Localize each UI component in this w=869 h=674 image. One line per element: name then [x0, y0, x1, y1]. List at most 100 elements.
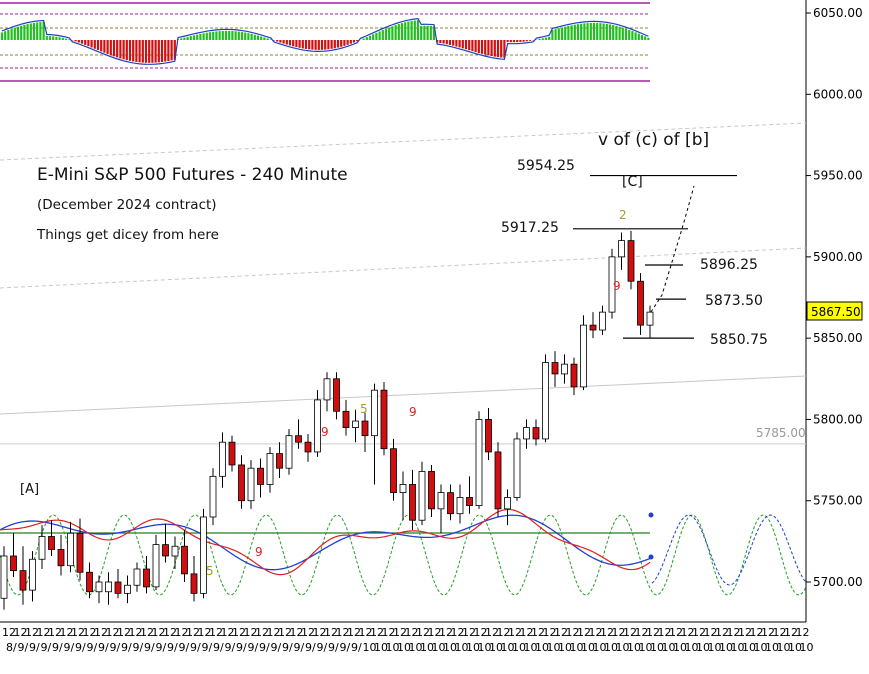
x-tick-label-top: 12	[117, 626, 131, 639]
candle-body	[86, 571, 93, 593]
count-label: 9	[613, 279, 621, 293]
x-tick-label-top: 12	[140, 626, 154, 639]
x-tick-label-top: 12	[428, 626, 442, 639]
chart-subtitle: (December 2024 contract)	[37, 197, 217, 213]
y-tick-label: 5700.00	[813, 575, 863, 589]
x-tick-label-top: 12	[313, 626, 327, 639]
candle-body	[76, 532, 84, 573]
x-tick-label-bottom: 9/	[41, 641, 52, 654]
candle-body	[466, 497, 473, 506]
x-tick-label-top: 12	[727, 626, 741, 639]
x-tick-label-bottom: 10	[409, 641, 423, 654]
x-tick-label-top: 12	[681, 626, 695, 639]
x-tick-label-bottom: 10	[478, 641, 492, 654]
candle-body	[646, 311, 654, 326]
x-tick-label-top: 12	[278, 626, 292, 639]
candle-body	[513, 438, 521, 498]
candle-body	[599, 311, 606, 331]
x-tick-label-bottom: 10	[650, 641, 664, 654]
x-tick-label-top: 12	[14, 626, 28, 639]
candle-body	[523, 427, 530, 440]
x-tick-label-bottom: 9/	[305, 641, 316, 654]
x-tick-label-top: 12	[497, 626, 511, 639]
price-tag: 5867.50	[811, 305, 861, 319]
level-label-5954: 5954.25	[517, 158, 575, 174]
x-tick-label-top: 12	[267, 626, 281, 639]
candle-body	[266, 453, 274, 485]
x-tick-label-top: 12	[750, 626, 764, 639]
candle-body	[67, 532, 74, 567]
price-tag-box	[806, 301, 863, 321]
x-tick-label-top: 12	[163, 626, 177, 639]
candle-body	[627, 240, 635, 282]
x-tick-label-bottom: 9/	[271, 641, 282, 654]
x-tick-label-bottom: 10	[524, 641, 538, 654]
candle-body	[390, 448, 397, 493]
x-tick-label-top: 12	[658, 626, 672, 639]
x-tick-label-bottom: 10	[489, 641, 503, 654]
candle-body	[124, 584, 131, 594]
price-level-lines	[573, 174, 737, 339]
upper-channel-line	[0, 122, 807, 161]
candle-body	[589, 324, 597, 331]
x-tick-label-top: 12	[646, 626, 660, 639]
x-tick-label-bottom: 9/	[317, 641, 328, 654]
wave-label-a: [A]	[20, 482, 39, 497]
candlesticks	[0, 185, 695, 610]
x-tick-label-bottom: 9/	[179, 641, 190, 654]
chart-note: Things get dicey from here	[36, 227, 219, 243]
projection-path	[650, 185, 695, 313]
count-label: 5	[206, 564, 214, 578]
candle-body	[295, 435, 302, 443]
x-tick-label-top: 12	[60, 626, 74, 639]
candle-body	[561, 363, 568, 375]
x-tick-label-top: 12	[715, 626, 729, 639]
candle-body	[399, 484, 407, 493]
osc-signal-line	[1, 17, 649, 65]
candle-body	[494, 451, 502, 510]
x-tick-label-bottom: 9/	[18, 641, 29, 654]
x-tick-label-bottom: 9/	[213, 641, 224, 654]
x-tick-label-bottom: 8/	[6, 641, 17, 654]
x-tick-label-bottom: 9/	[351, 641, 362, 654]
middle-channel-line	[0, 247, 807, 289]
x-tick-label-top: 12	[612, 626, 626, 639]
x-tick-label-top: 12	[451, 626, 465, 639]
candle-body	[228, 441, 236, 466]
candle-body	[38, 536, 46, 560]
x-tick-label-bottom: 10	[455, 641, 469, 654]
y-tick-label: 5950.00	[813, 169, 863, 183]
x-tick-label-bottom: 10	[420, 641, 434, 654]
x-tick-label-bottom: 10	[696, 641, 710, 654]
x-tick-label-bottom: 9/	[190, 641, 201, 654]
x-tick-label-top: 12	[301, 626, 315, 639]
x-tick-label-bottom: 10	[627, 641, 641, 654]
x-tick-label-top: 12	[520, 626, 534, 639]
candle-body	[352, 420, 359, 428]
candle-body	[209, 475, 217, 518]
cycle-projection-line	[651, 514, 807, 586]
x-tick-label-top: 12	[186, 626, 200, 639]
x-tick-label-bottom: 10	[397, 641, 411, 654]
x-tick-label-bottom: 9/	[75, 641, 86, 654]
candle-body	[333, 378, 340, 412]
x-tick-label-bottom: 10	[719, 641, 733, 654]
candle-body	[238, 464, 245, 502]
count-label: 2	[619, 208, 627, 222]
x-tick-label-bottom: 10	[765, 641, 779, 654]
candle-body	[608, 256, 616, 313]
x-tick-label-top: 12	[221, 626, 235, 639]
candle-body	[380, 389, 388, 450]
x-tick-label-bottom: 10	[673, 641, 687, 654]
candle-body	[485, 419, 492, 453]
candle-body	[314, 399, 321, 453]
x-tick-label-top: 12	[152, 626, 166, 639]
x-tick-label-top: 12	[439, 626, 453, 639]
candle-body	[371, 389, 378, 437]
candle-body	[0, 555, 8, 599]
x-tick-label-top: 12	[761, 626, 775, 639]
level-label-5873: 5873.50	[705, 293, 763, 309]
time-axis: 128/129/129/129/129/129/129/129/129/129/…	[2, 626, 814, 654]
x-tick-label-top: 12	[474, 626, 488, 639]
candle-body	[618, 240, 625, 258]
